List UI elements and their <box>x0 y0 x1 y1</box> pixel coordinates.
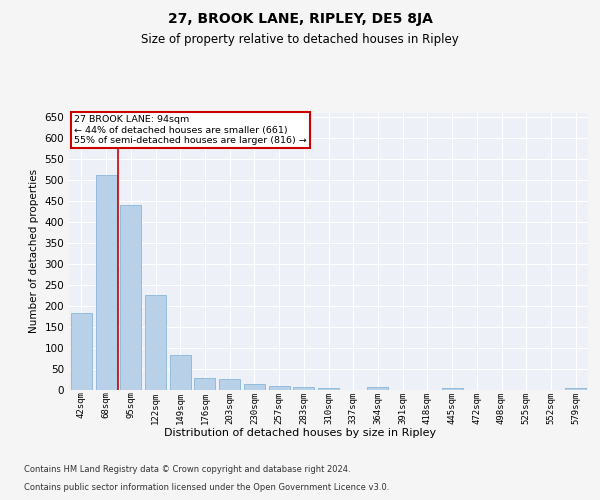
Text: Contains public sector information licensed under the Open Government Licence v3: Contains public sector information licen… <box>24 482 389 492</box>
Bar <box>219 378 240 390</box>
Text: 27 BROOK LANE: 94sqm
← 44% of detached houses are smaller (661)
55% of semi-deta: 27 BROOK LANE: 94sqm ← 44% of detached h… <box>74 116 307 145</box>
Bar <box>95 175 116 390</box>
Bar <box>170 354 191 390</box>
Bar <box>442 388 463 390</box>
Bar <box>71 314 92 390</box>
Text: 27, BROOK LANE, RIPLEY, DE5 8JA: 27, BROOK LANE, RIPLEY, DE5 8JA <box>167 12 433 26</box>
Bar <box>318 388 339 390</box>
Bar <box>293 387 314 390</box>
Text: Contains HM Land Registry data © Crown copyright and database right 2024.: Contains HM Land Registry data © Crown c… <box>24 465 350 474</box>
Bar <box>269 386 290 390</box>
Bar <box>145 296 166 390</box>
Bar <box>120 204 141 390</box>
Text: Size of property relative to detached houses in Ripley: Size of property relative to detached ho… <box>141 32 459 46</box>
Bar <box>565 388 586 390</box>
Y-axis label: Number of detached properties: Number of detached properties <box>29 169 39 334</box>
Bar <box>244 384 265 390</box>
Bar <box>367 386 388 390</box>
Bar <box>194 378 215 390</box>
Text: Distribution of detached houses by size in Ripley: Distribution of detached houses by size … <box>164 428 436 438</box>
